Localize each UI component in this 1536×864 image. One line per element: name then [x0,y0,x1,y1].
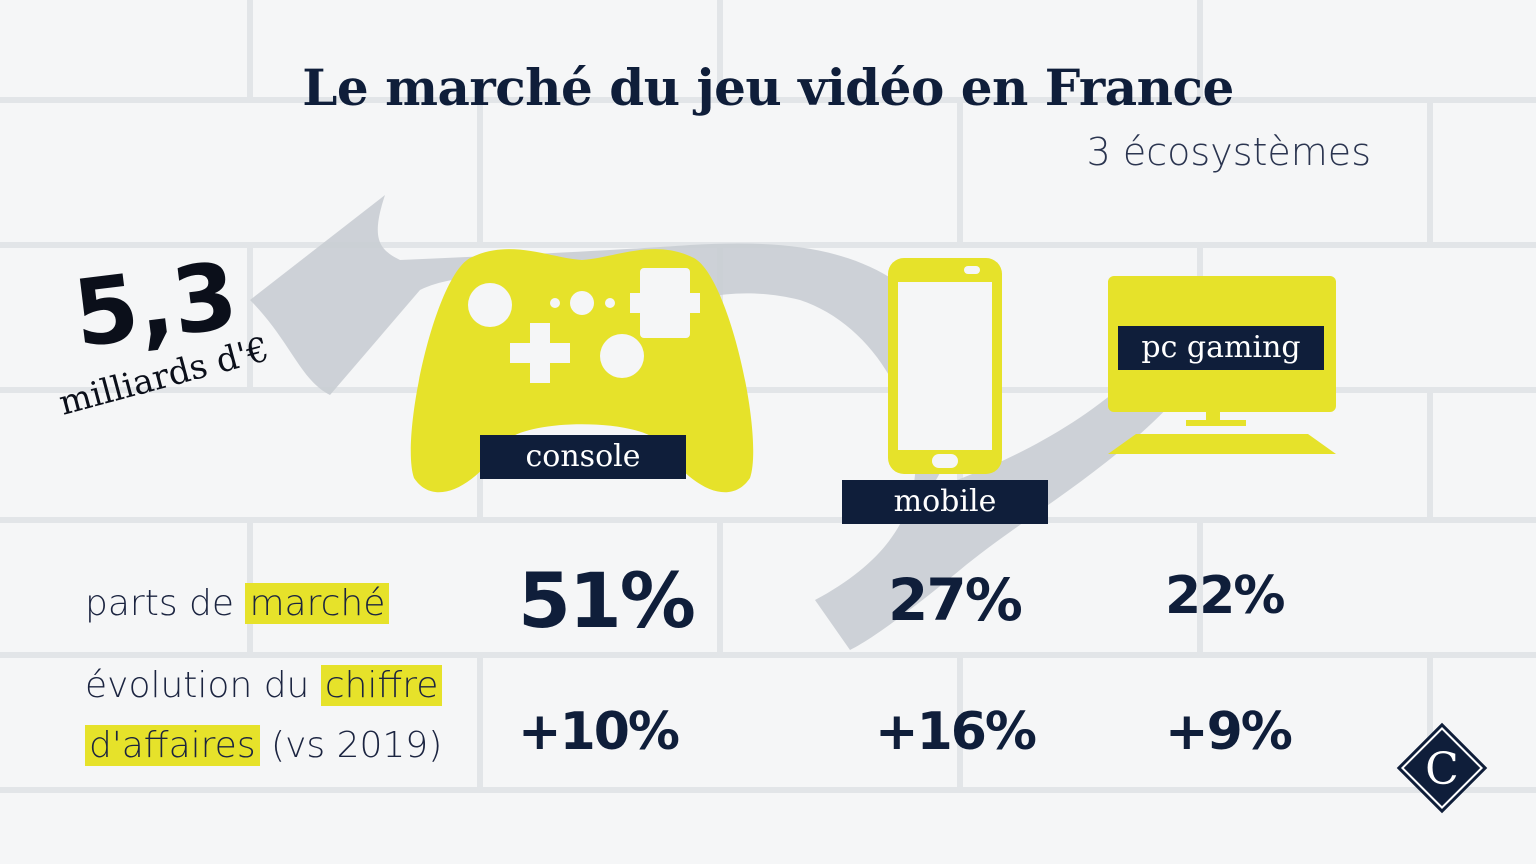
segment-label-mobile: mobile [842,480,1048,524]
growth-pc: +9% [1165,702,1293,762]
row-label-prefix: évolution du [85,665,321,706]
growth-mobile: +16% [875,702,1037,762]
share-mobile: 27% [888,566,1023,634]
highlighted-word: marché [245,583,390,624]
page-title: Le marché du jeu vidéo en France [302,58,1234,117]
share-pc: 22% [1165,566,1285,626]
brand-logo: C [1396,722,1488,814]
row-label-prefix: parts de [85,583,246,624]
row-label-suffix: (vs 2019) [259,725,443,766]
page-subtitle: 3 écosystèmes [1086,130,1371,174]
segment-label-console: console [480,435,686,479]
row-label-revenue-growth: évolution du chiffre d'affaires (vs 2019… [85,656,443,776]
segment-label-pc: pc gaming [1118,326,1324,370]
logo-letter: C [1425,744,1459,795]
row-label-market-share: parts de marché [85,574,390,634]
highlighted-word: chiffre [320,665,443,706]
share-console: 51% [518,556,696,645]
gamepad-icon [410,249,754,493]
growth-console: +10% [518,702,680,762]
highlighted-word: d'affaires [85,725,260,766]
smartphone-icon [888,258,1002,474]
